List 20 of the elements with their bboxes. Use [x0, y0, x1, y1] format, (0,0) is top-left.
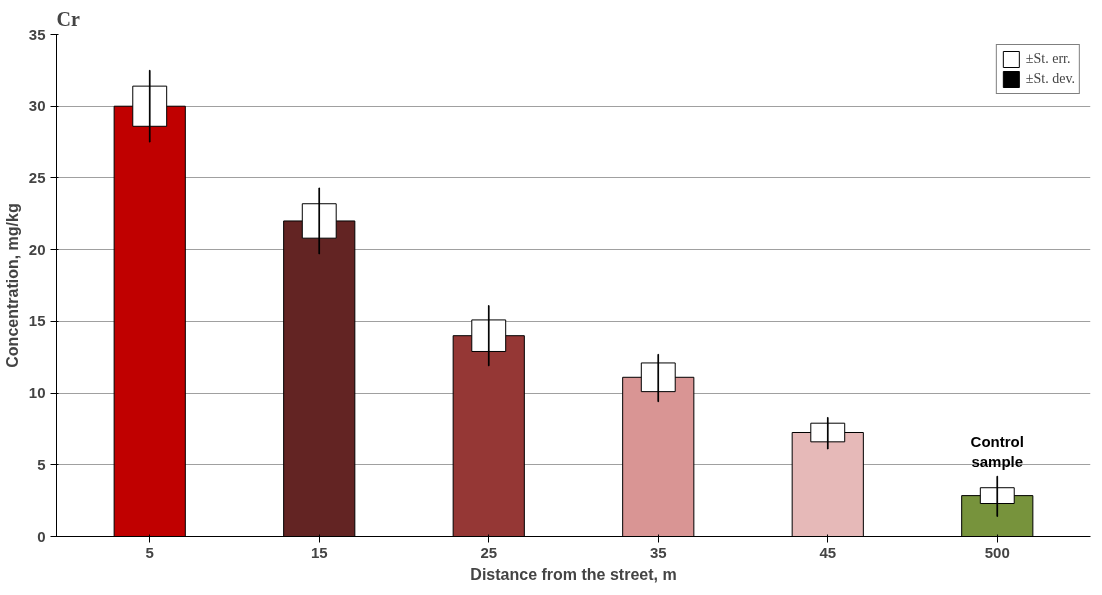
x-tick-label: 25: [480, 543, 498, 561]
x-tick-label: 45: [819, 543, 837, 561]
x-axis-title: Distance from the street, m: [470, 565, 677, 583]
x-tick-label: 500: [984, 543, 1010, 561]
y-tick-label: 30: [28, 97, 46, 115]
x-tick-label: 35: [649, 543, 667, 561]
y-tick-label: 25: [28, 168, 46, 186]
y-tick-label: 0: [37, 527, 46, 545]
chart-title: Cr: [56, 7, 80, 30]
y-tick-label: 20: [28, 240, 46, 258]
y-tick-label: 10: [28, 384, 46, 402]
x-tick-label: 15: [310, 543, 328, 561]
y-tick-label: 5: [37, 455, 46, 473]
annotation: Control sample: [970, 432, 1024, 471]
y-axis-title: Concentration, mg/kg: [3, 203, 21, 368]
y-tick-label: 15: [28, 312, 46, 330]
y-tick-label: 35: [28, 25, 46, 43]
legend-label: ±St. err.: [1025, 51, 1071, 67]
legend-label: ±St. dev.: [1025, 71, 1075, 87]
x-tick-label: 5: [145, 543, 154, 561]
